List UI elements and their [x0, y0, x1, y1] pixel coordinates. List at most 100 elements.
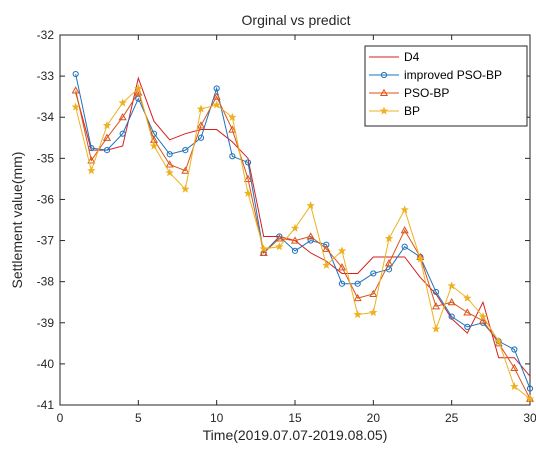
chart-legend: D4 improved PSO-BP PSO-BP BP	[364, 45, 528, 127]
x-axis-ticks: 0 5 10 15 20 25 30	[57, 35, 536, 425]
y-tick-label: -33	[37, 69, 55, 83]
legend-label: BP	[404, 104, 420, 118]
x-tick-label: 10	[210, 411, 224, 425]
data-point	[384, 234, 394, 243]
data-point	[87, 156, 96, 164]
data-point	[510, 363, 519, 372]
legend-swatch-marker	[379, 106, 389, 115]
legend-item: D4	[369, 50, 420, 64]
data-point	[103, 147, 111, 154]
y-tick-label: -32	[37, 28, 55, 42]
x-tick-label: 5	[135, 411, 142, 425]
data-point	[369, 289, 378, 298]
data-point	[306, 201, 315, 210]
data-point	[119, 130, 126, 137]
data-point	[134, 83, 143, 93]
data-point	[102, 120, 112, 130]
data-point	[134, 88, 143, 96]
data-point	[464, 323, 471, 330]
data-point	[71, 102, 80, 111]
data-point	[416, 254, 425, 263]
data-point	[353, 310, 362, 319]
data-point	[259, 248, 268, 256]
data-point	[259, 244, 268, 253]
data-point	[196, 121, 206, 129]
data-point	[494, 336, 503, 345]
data-point	[212, 100, 221, 109]
data-point	[337, 263, 347, 271]
data-point	[384, 258, 394, 267]
data-point	[478, 316, 488, 324]
data-point	[432, 288, 440, 296]
data-point	[212, 92, 221, 100]
data-point	[510, 382, 519, 391]
legend-item: PSO-BP	[369, 86, 449, 100]
data-point	[290, 223, 300, 232]
data-point	[71, 86, 80, 94]
legend-label: improved PSO-BP	[404, 68, 502, 82]
data-point	[322, 244, 331, 252]
y-tick-label: -41	[37, 398, 55, 412]
x-tick-label: 0	[57, 411, 64, 425]
data-point	[165, 160, 174, 168]
series-bp	[71, 83, 535, 403]
data-point	[181, 184, 190, 193]
data-point	[478, 312, 488, 321]
data-point	[275, 242, 284, 251]
data-point	[72, 70, 79, 78]
y-axis-ticks: -32 -33 -34 -35 -36 -37 -38 -39 -40 -41	[37, 28, 530, 412]
data-point	[165, 168, 174, 177]
data-point	[353, 293, 362, 302]
data-point	[400, 226, 409, 234]
data-point	[369, 308, 378, 317]
data-point	[431, 302, 441, 310]
y-tick-label: -34	[37, 110, 55, 124]
data-point	[243, 174, 253, 182]
data-point	[166, 151, 173, 158]
data-point	[370, 270, 377, 277]
data-point	[275, 234, 284, 242]
data-point	[181, 166, 190, 174]
data-point	[229, 153, 236, 160]
data-point	[118, 98, 127, 107]
y-tick-label: -39	[37, 316, 55, 330]
y-tick-label: -40	[37, 357, 55, 371]
data-point	[448, 313, 455, 320]
data-point	[306, 232, 315, 240]
series-line	[75, 76, 531, 377]
data-point	[149, 141, 159, 150]
legend-label: PSO-BP	[404, 86, 449, 100]
y-tick-label: -37	[37, 234, 55, 248]
y-tick-label: -36	[37, 192, 55, 206]
data-point	[354, 280, 361, 287]
data-point	[447, 281, 456, 290]
data-point	[401, 243, 408, 250]
data-point	[400, 205, 409, 214]
data-point	[197, 134, 205, 141]
data-point	[228, 125, 237, 133]
data-point	[463, 293, 472, 302]
data-point	[463, 308, 472, 316]
data-point	[337, 246, 347, 255]
data-point	[525, 394, 535, 403]
series-line	[75, 87, 531, 400]
y-tick-label: -35	[37, 151, 55, 165]
x-tick-label: 30	[523, 411, 536, 425]
chart-title: Orginal vs predict	[242, 12, 351, 28]
data-point	[323, 241, 330, 248]
data-point	[447, 297, 456, 306]
data-point	[87, 166, 96, 175]
y-tick-label: -38	[37, 275, 55, 289]
legend-swatch-marker	[380, 71, 388, 79]
data-point	[102, 133, 112, 141]
x-tick-label: 25	[445, 411, 459, 425]
data-point	[182, 147, 189, 154]
legend-item: improved PSO-BP	[369, 68, 502, 82]
x-axis-label: Time(2019.07.07-2019.08.05)	[203, 427, 388, 443]
series-layer	[71, 70, 535, 403]
x-tick-label: 20	[367, 411, 381, 425]
data-point	[291, 247, 299, 254]
data-point	[338, 280, 346, 287]
data-point	[213, 85, 220, 92]
